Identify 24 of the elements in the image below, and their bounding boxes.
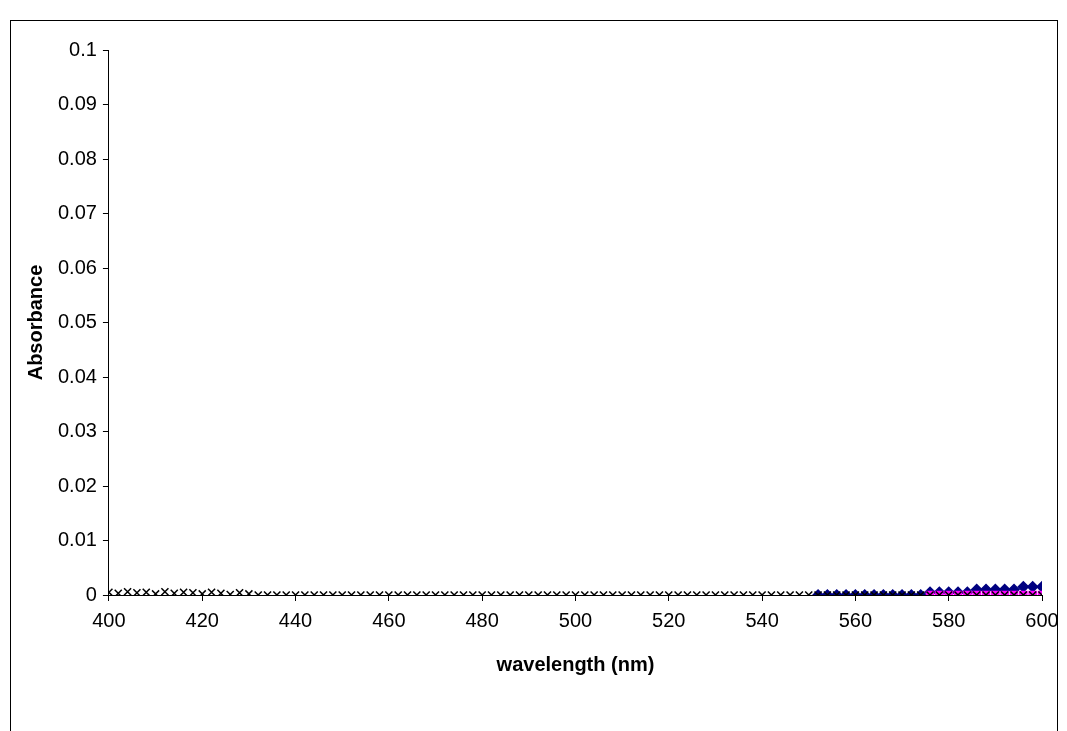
y-axis-title: Absorbance [23,264,46,381]
x-axis-title: wavelength (nm) [495,652,655,675]
x-tick-label: 600 [1025,608,1059,631]
y-tick-label: 0.08 [57,146,97,169]
x-tick-label: 440 [278,608,313,631]
y-tick-label: 0.1 [69,37,97,60]
x-tick-label: 480 [465,608,499,631]
y-tick-label: 0.03 [57,419,97,442]
y-tick-label: 0.02 [57,473,97,496]
y-tick-label: 0.09 [57,92,97,115]
x-tick-label: 580 [932,608,966,631]
x-tick-label: 500 [558,608,593,631]
x-tick-label: 560 [838,608,873,631]
x-tick-label: 460 [372,608,406,631]
x-tick-label: 420 [185,608,219,631]
x-tick-label: 400 [92,608,126,631]
x-tick-label: 520 [652,608,686,631]
y-tick-label: 0.05 [57,310,97,333]
x-tick-label: 540 [745,608,779,631]
y-tick-label: 0 [85,582,97,605]
y-tick-label: 0.01 [57,528,97,551]
y-tick-label: 0.04 [57,364,97,387]
y-tick-label: 0.07 [57,201,97,224]
y-tick-label: 0.06 [57,255,97,278]
